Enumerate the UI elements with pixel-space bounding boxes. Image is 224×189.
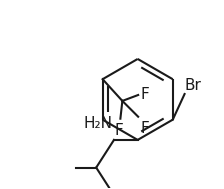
Text: H₂N: H₂N (83, 116, 112, 131)
Text: F: F (140, 121, 149, 136)
Text: F: F (140, 88, 149, 102)
Text: Br: Br (185, 78, 201, 93)
Text: F: F (114, 123, 123, 138)
